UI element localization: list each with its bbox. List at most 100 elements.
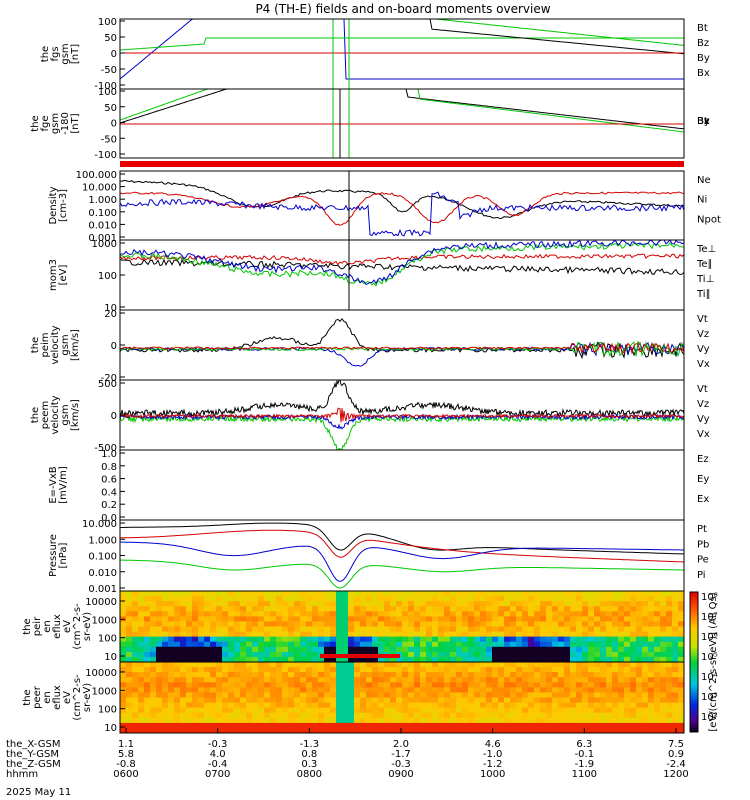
spectrogram-cell bbox=[312, 692, 319, 699]
spectrogram-cell bbox=[192, 596, 199, 602]
spectrogram-cell bbox=[564, 677, 571, 683]
spectrogram-cell bbox=[408, 687, 415, 694]
spectrogram-cell bbox=[330, 717, 337, 724]
spectrogram-cell bbox=[432, 667, 439, 673]
spectrogram-cell bbox=[624, 601, 631, 607]
spectrogram-cell bbox=[234, 616, 241, 623]
spectrogram-cell bbox=[126, 621, 133, 628]
spectrogram-cell bbox=[492, 687, 499, 694]
colorbar-swatch bbox=[690, 680, 698, 683]
spectrogram-cell bbox=[270, 697, 277, 704]
spectrogram-cell bbox=[294, 662, 301, 668]
spectrogram-cell bbox=[396, 667, 403, 673]
spectrogram-cell bbox=[504, 682, 511, 688]
spectrogram-cell bbox=[234, 712, 241, 719]
spectrogram-cell bbox=[648, 717, 655, 724]
spectrogram-cell bbox=[594, 677, 601, 683]
spectrogram-cell bbox=[198, 667, 205, 673]
spectrogram-cell bbox=[264, 611, 271, 617]
spectrogram-cell bbox=[612, 727, 619, 733]
spectrogram-cell bbox=[270, 651, 277, 658]
spectrogram-cell bbox=[402, 677, 409, 683]
spectrogram-cell bbox=[534, 672, 541, 678]
spectrogram-cell bbox=[426, 692, 433, 699]
spectrogram-cell bbox=[498, 606, 505, 612]
spectrogram-cell bbox=[366, 697, 373, 704]
spectrogram-cell bbox=[576, 591, 583, 597]
spectrogram-cell bbox=[384, 596, 391, 602]
spectrogram-cell bbox=[558, 596, 565, 602]
spectrogram-cell bbox=[138, 606, 145, 612]
legend-entry-bt: Bt bbox=[697, 23, 708, 34]
spectrogram-cell bbox=[564, 687, 571, 694]
spectrogram-cell bbox=[492, 651, 499, 658]
spectrogram-cell bbox=[186, 651, 193, 658]
spectrogram-cell bbox=[654, 641, 661, 648]
spectrogram-cell bbox=[678, 621, 684, 628]
spectrogram-cell bbox=[510, 636, 517, 643]
spectrogram-cell bbox=[354, 667, 361, 673]
spectrogram-cell bbox=[558, 591, 565, 597]
spectrogram-cell bbox=[444, 631, 451, 638]
spectrogram-cell bbox=[510, 651, 517, 658]
spectrogram-cell bbox=[120, 717, 127, 724]
colorbar-swatch bbox=[690, 658, 698, 661]
spectrogram-cell bbox=[594, 707, 601, 714]
spectrogram-cell bbox=[264, 606, 271, 612]
y-axis-label-line: E=-VxB bbox=[48, 466, 59, 503]
spectrogram-cell bbox=[474, 631, 481, 638]
x-row-value: 1.1 bbox=[118, 739, 134, 750]
series-vz bbox=[120, 407, 684, 423]
spectrogram-cell bbox=[420, 717, 427, 724]
spectrogram-cell bbox=[552, 651, 559, 658]
spectrogram-cell bbox=[438, 641, 445, 648]
spectrogram-cell bbox=[612, 692, 619, 699]
spectrogram-cell bbox=[120, 697, 127, 704]
spectrogram-cell bbox=[480, 692, 487, 699]
spectrogram-cell bbox=[534, 636, 541, 643]
spectrogram-cell bbox=[666, 656, 673, 662]
spectrogram-cell bbox=[618, 651, 625, 658]
spectrogram-cell bbox=[618, 727, 625, 733]
spectrogram-cell bbox=[414, 641, 421, 648]
spectrogram-cell bbox=[456, 707, 463, 714]
spectrogram-cell bbox=[210, 712, 217, 719]
spectrogram-cell bbox=[636, 667, 643, 673]
spectrogram-cell bbox=[642, 621, 649, 628]
spectrogram-cell bbox=[426, 682, 433, 688]
spectrogram-cell bbox=[336, 636, 343, 643]
y-tick-label: 0.2 bbox=[101, 500, 117, 511]
spectrogram-cell bbox=[228, 641, 235, 648]
spectrogram-cell bbox=[402, 722, 409, 729]
spectrogram-cell bbox=[204, 641, 211, 648]
spectrogram-cell bbox=[426, 727, 433, 733]
spectrogram-cell bbox=[348, 656, 355, 662]
spectrogram-cell bbox=[594, 667, 601, 673]
spectrogram-cell bbox=[474, 727, 481, 733]
spectrogram-cell bbox=[150, 667, 157, 673]
spectrogram-cell bbox=[540, 692, 547, 699]
spectrogram-cell bbox=[504, 692, 511, 699]
spectrogram-cell bbox=[150, 601, 157, 607]
spectrogram-cell bbox=[240, 697, 247, 704]
spectrogram-cell bbox=[654, 651, 661, 658]
spectrogram-cell bbox=[468, 672, 475, 678]
spectrogram-cell bbox=[246, 646, 253, 653]
spectrogram-cell bbox=[144, 692, 151, 699]
spectrogram-cell bbox=[270, 687, 277, 694]
spectrogram-cell bbox=[438, 662, 445, 668]
spectrogram-cell bbox=[366, 656, 373, 662]
spectrogram-cell bbox=[570, 591, 577, 597]
spectrogram-cell bbox=[126, 682, 133, 688]
spectrogram-cell bbox=[438, 672, 445, 678]
spectrogram-cell bbox=[300, 646, 307, 653]
spectrogram-cell bbox=[660, 656, 667, 662]
x-row-value: 6.3 bbox=[576, 739, 592, 750]
spectrogram-cell bbox=[582, 631, 589, 638]
spectrogram-cell bbox=[396, 656, 403, 662]
spectrogram-cell bbox=[408, 712, 415, 719]
spectrogram-cell bbox=[660, 611, 667, 617]
spectrogram-cell bbox=[312, 636, 319, 643]
spectrogram-cell bbox=[378, 662, 385, 668]
spectrogram-cell bbox=[648, 722, 655, 729]
